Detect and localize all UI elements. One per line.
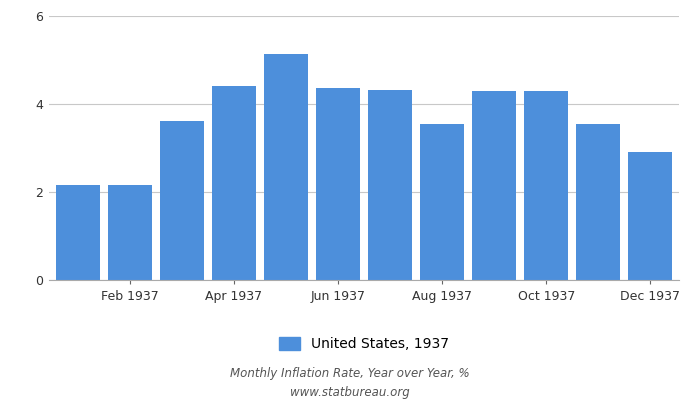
Bar [576,124,620,280]
Bar [160,121,204,280]
Text: www.statbureau.org: www.statbureau.org [290,386,410,399]
Bar [368,90,412,280]
Bar [420,124,464,280]
Bar [316,88,360,280]
Bar [264,54,308,280]
Bar [524,91,568,280]
Bar [55,184,100,280]
Bar [472,91,517,280]
Text: Monthly Inflation Rate, Year over Year, %: Monthly Inflation Rate, Year over Year, … [230,368,470,380]
Bar [108,184,152,280]
Legend: United States, 1937: United States, 1937 [274,332,454,357]
Bar [628,152,673,280]
Bar [211,86,256,280]
